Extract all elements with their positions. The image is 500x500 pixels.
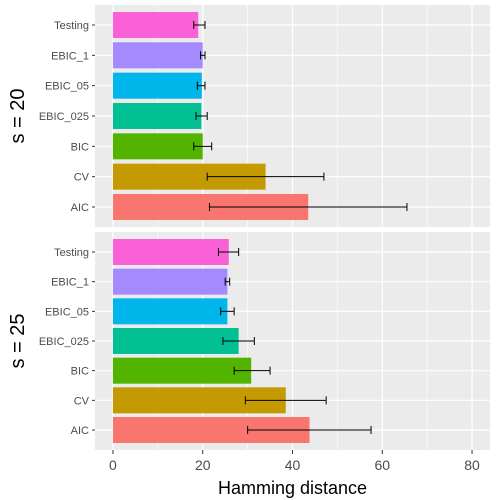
bar [112,133,203,160]
x-tick-label: 40 [285,457,301,473]
y-tick-label: EBIC_1 [51,50,89,62]
facet-panel: AIC CV BIC EBIC_025 EBIC_05 EBIC_1 Testing s = … [7,232,490,450]
x-tick-label: 20 [195,457,211,473]
y-tick-label: BIC [71,366,89,378]
y-tick-label: Testing [54,247,89,259]
y-tick-label: AIC [71,202,89,214]
y-tick-label: EBIC_05 [45,306,89,318]
panels: AIC CV BIC EBIC_025 EBIC_05 EBIC_1 Testing s = … [7,5,490,450]
x-tick-label: 60 [374,457,390,473]
x-tick-label: 80 [464,457,480,473]
y-tick-label: EBIC_05 [45,81,89,93]
bar [112,328,239,354]
x-tick-label: 0 [109,457,117,473]
y-tick-label: AIC [71,425,89,437]
bar [112,103,202,129]
y-tick-label: Testing [54,20,89,32]
y-tick-label: EBIC_1 [51,277,89,289]
facet-label: s = 25 [7,313,29,368]
x-axis-title: Hamming distance [218,478,367,498]
bar [112,357,252,384]
bar [112,268,228,295]
y-tick-label: EBIC_025 [39,336,89,348]
y-tick-label: CV [74,172,90,184]
bar [112,239,229,265]
y-tick-label: BIC [71,141,89,153]
y-tick-label: CV [74,395,90,407]
facet-label: s = 20 [7,88,29,143]
y-tick-label: EBIC_025 [39,111,89,123]
bar [112,12,199,38]
bar [112,298,228,325]
facet-panel: AIC CV BIC EBIC_025 EBIC_05 EBIC_1 Testing s = … [7,5,490,227]
bar [112,42,203,69]
bar [112,72,202,99]
